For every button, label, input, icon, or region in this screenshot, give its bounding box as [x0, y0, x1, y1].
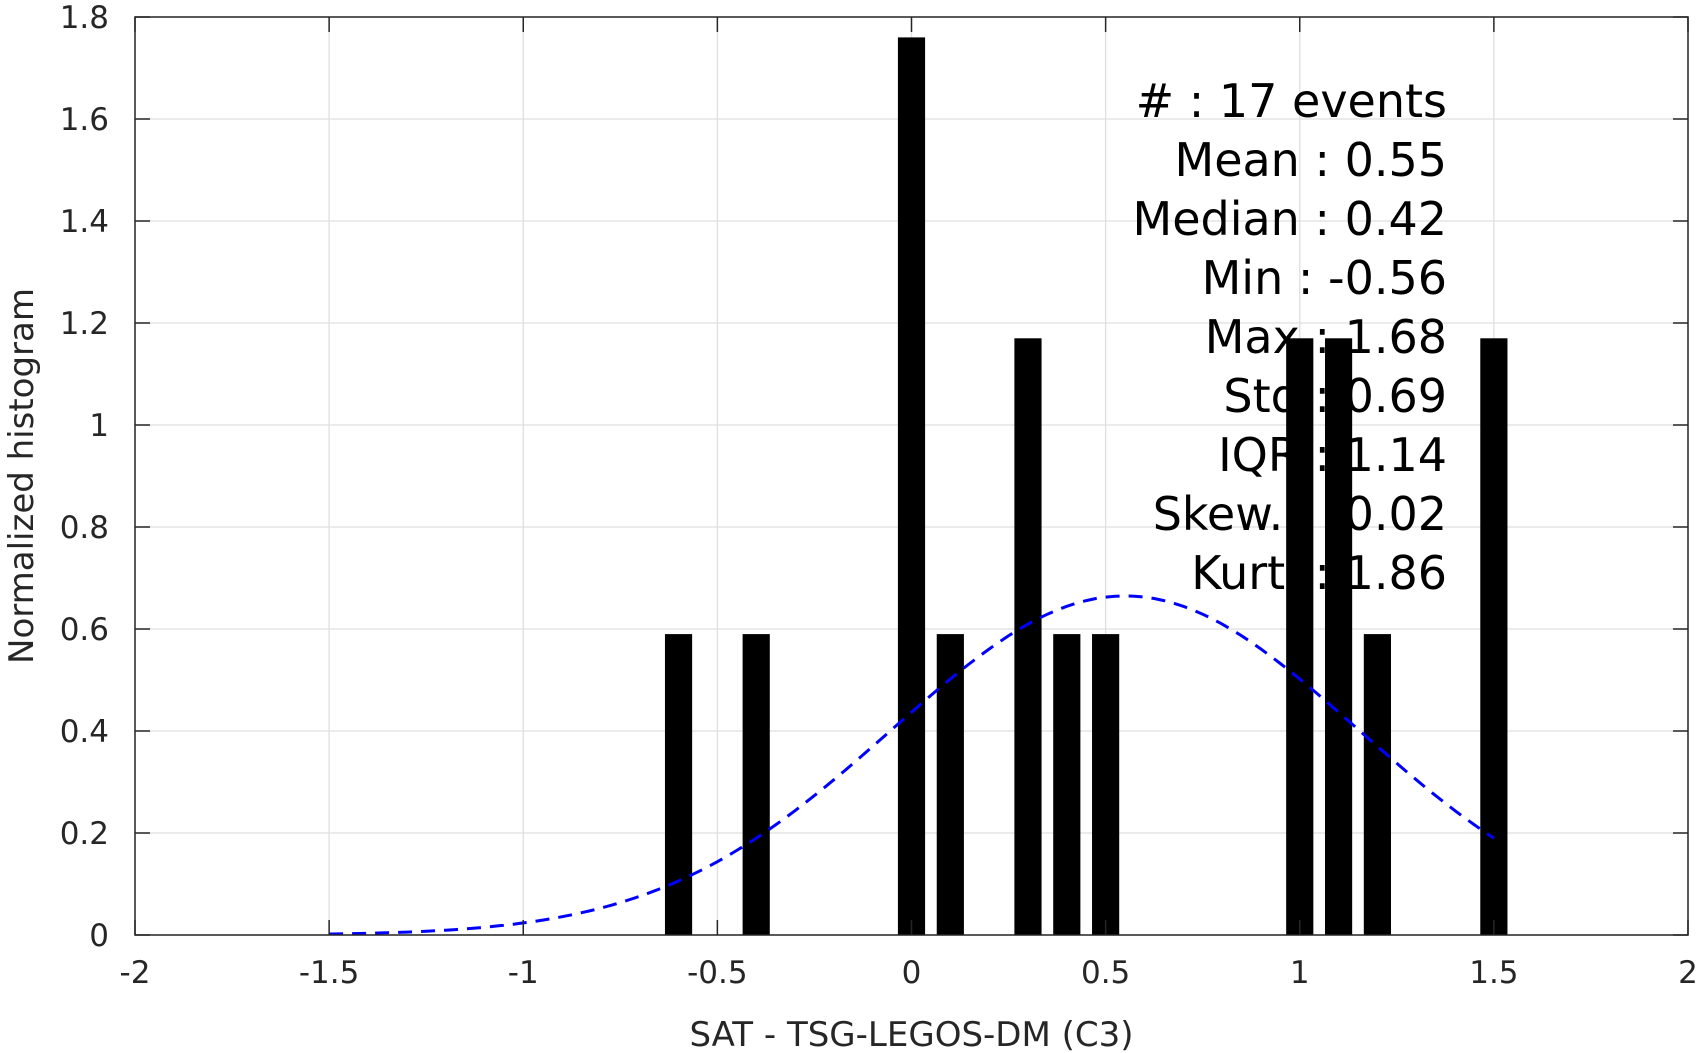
x-tick-label: -2: [120, 955, 151, 991]
y-tick-label: 0.2: [60, 816, 109, 852]
y-tick-label: 1.6: [60, 102, 109, 138]
stat-line: Kurt. : 1.86: [1191, 546, 1447, 600]
histogram-bar: [897, 37, 926, 935]
histogram-bar: [664, 634, 693, 935]
y-axis-label: Normalized histogram: [2, 288, 42, 664]
stat-line: Skew. : -0.02: [1153, 487, 1447, 541]
histogram-bars: [664, 37, 1508, 935]
y-tick-label: 0: [89, 918, 109, 954]
stat-line: Max : 1.68: [1205, 310, 1447, 364]
histogram-bar: [1363, 634, 1391, 935]
histogram-bar: [1324, 338, 1353, 935]
y-tick-label: 0.4: [60, 714, 109, 750]
x-tick-label: 0.5: [1081, 955, 1130, 991]
x-axis-label: SAT - TSG-LEGOS-DM (C3): [689, 1015, 1133, 1053]
y-tick-label: 0.6: [60, 612, 109, 648]
x-tick-label: 0: [902, 955, 922, 991]
stat-line: Min : -0.56: [1202, 251, 1447, 305]
stat-line: Median : 0.42: [1133, 192, 1447, 246]
histogram-bar: [1286, 338, 1314, 935]
y-tick-label: 1.8: [60, 0, 109, 36]
stat-line: Mean : 0.55: [1175, 133, 1448, 187]
x-tick-label: 1.5: [1469, 955, 1518, 991]
x-tick-label: 2: [1678, 955, 1698, 991]
x-tick-label: -0.5: [687, 955, 748, 991]
stat-line: Std : 0.69: [1223, 369, 1447, 423]
y-tick-label: 1.4: [60, 204, 109, 240]
x-tick-label: 1: [1290, 955, 1310, 991]
histogram-bar: [742, 634, 770, 935]
stat-line: # : 17 events: [1136, 74, 1447, 128]
histogram-bar: [1014, 338, 1042, 935]
y-tick-label: 1: [89, 408, 109, 444]
x-tick-label: -1: [508, 955, 539, 991]
histogram-bar: [936, 634, 964, 935]
x-tick-label: -1.5: [299, 955, 360, 991]
axis-ticks: -2 -1.5 -1 -0.5 0 0.5 1 1.5 2 0 0.2 0.4 0.6 0.8 1 1.2 1.…: [60, 0, 1698, 991]
histogram-bar: [1053, 634, 1081, 935]
histogram-bar: [1480, 338, 1508, 935]
stat-line: IQR : 1.14: [1218, 428, 1447, 482]
y-tick-label: 0.8: [60, 510, 109, 546]
y-tick-label: 1.2: [60, 306, 109, 342]
histogram-bar: [1092, 634, 1120, 935]
